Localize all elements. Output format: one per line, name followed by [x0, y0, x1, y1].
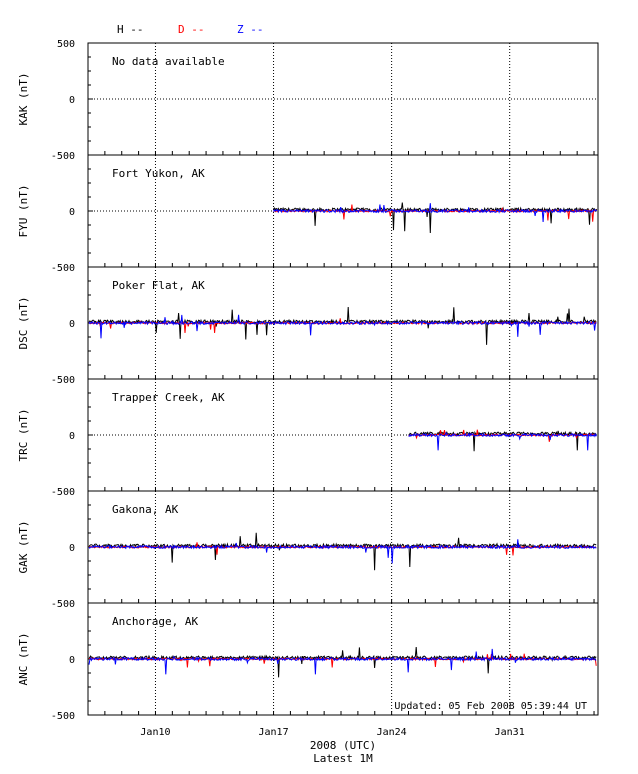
panel-2-ytick-label: 0: [69, 319, 75, 330]
chart-subtitle: Latest 1M: [313, 752, 373, 765]
panel-4-ytick-label: -500: [51, 599, 75, 610]
panel-4-ylabel: GAK (nT): [17, 521, 30, 574]
panel-4-ytick-label: 0: [69, 543, 75, 554]
panel-5-station: Anchorage, AK: [112, 615, 198, 628]
panel-5-ytick-label: -500: [51, 711, 75, 722]
panel-4-series-h: [88, 532, 597, 571]
x-tick-label: Jan24: [377, 727, 407, 738]
panel-2-series-z: [88, 314, 597, 339]
panel-0-station: No data available: [112, 55, 225, 68]
panel-0-ytick-label: -500: [51, 151, 75, 162]
panel-1-series-z: [273, 203, 597, 223]
legend-entry-d: D --: [178, 23, 205, 36]
x-axis-label: 2008 (UTC): [310, 739, 376, 752]
panel-0-ytick-label: 0: [69, 95, 75, 106]
panel-4-station: Gakona, AK: [112, 503, 179, 516]
panel-3-series-h: [408, 430, 597, 452]
panel-3-station: Trapper Creek, AK: [112, 391, 225, 404]
panel-2-series-h: [88, 306, 597, 345]
x-tick-label: Jan10: [140, 727, 170, 738]
panel-5-ytick-label: 0: [69, 655, 75, 666]
panel-1-station: Fort Yukon, AK: [112, 167, 205, 180]
panel-2-station: Poker Flat, AK: [112, 279, 205, 292]
x-tick-label: Jan31: [495, 727, 525, 738]
panel-3-ylabel: TRC (nT): [17, 409, 30, 462]
panel-3-series-z: [408, 431, 597, 451]
panel-5-ylabel: ANC (nT): [17, 633, 30, 686]
panel-1-ytick-label: -500: [51, 263, 75, 274]
panel-1-ytick-label: 0: [69, 207, 75, 218]
panel-3-ytick-label: -500: [51, 487, 75, 498]
legend-entry-z: Z --: [237, 23, 264, 36]
panel-5-series-z: [88, 648, 597, 675]
panel-2-ytick-label: -500: [51, 375, 75, 386]
x-tick-label: Jan17: [258, 727, 288, 738]
updated-timestamp: Updated: 05 Feb 2008 05:39:44 UT: [394, 701, 587, 712]
legend-entry-h: H --: [117, 23, 144, 36]
panel-3-ytick-label: 0: [69, 431, 75, 442]
panel-0-ylabel: KAK (nT): [17, 73, 30, 126]
panel-4-series-z: [88, 539, 597, 564]
panel-0-ytick-label: 500: [57, 39, 75, 50]
panel-1-ylabel: FYU (nT): [17, 185, 30, 238]
panel-4-series-d: [88, 542, 597, 556]
panel-2-ylabel: DSC (nT): [17, 297, 30, 350]
panel-1-series-d: [273, 204, 597, 222]
